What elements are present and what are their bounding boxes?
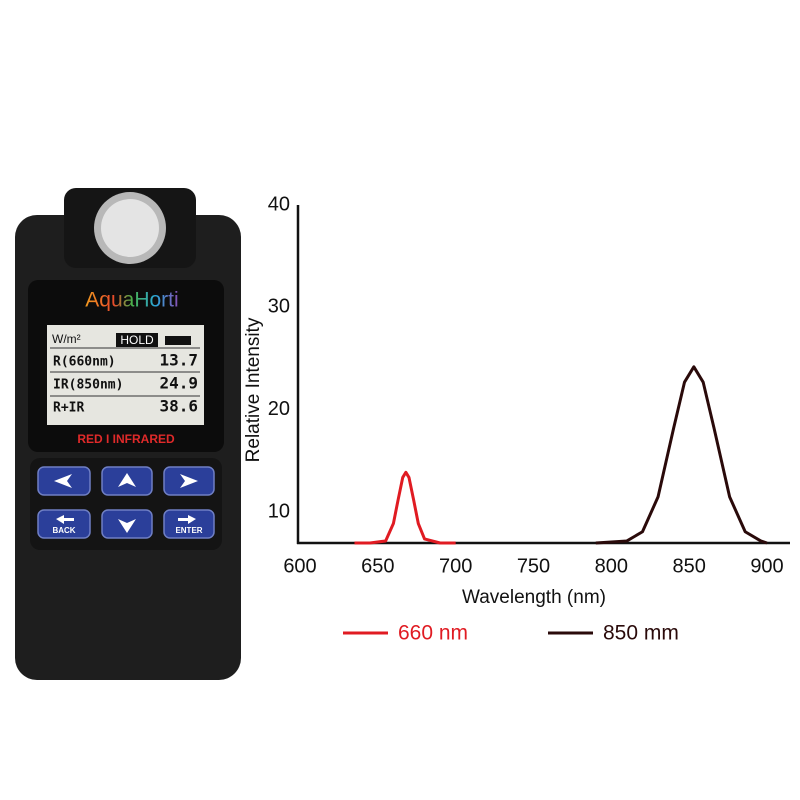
chart: Wavelength (nm) Relative Intensity 10 20 3… [243, 193, 790, 645]
x-axis-label: Wavelength (nm) [462, 587, 606, 608]
x-tick-label: 750 [517, 555, 550, 577]
y-tick-label: 20 [268, 398, 290, 420]
back-label: BACK [52, 526, 75, 535]
series-line [354, 470, 456, 545]
back-arrow [56, 515, 74, 524]
row-label: R(660nm) [53, 355, 116, 370]
x-tick-label: 850 [672, 555, 705, 577]
meter-device: AquaHorti W/m² HOLD R(660nm) 13.7 IR(850… [15, 188, 241, 680]
mode-label: RED I INFRARED [77, 432, 175, 446]
hold: HOLD [120, 333, 154, 347]
battery [165, 336, 191, 345]
row-label: R+IR [53, 401, 84, 416]
x-tick-label: 650 [361, 555, 394, 577]
unit: W/m² [52, 332, 81, 346]
left-arrow [54, 474, 72, 488]
enter-button[interactable] [163, 509, 215, 539]
y-tick-label: 30 [268, 296, 290, 318]
row-value: 24.9 [159, 374, 198, 393]
x-tick-label: 700 [439, 555, 472, 577]
brand: AquaHorti [85, 289, 178, 312]
right-arrow [180, 474, 198, 488]
series-line [595, 365, 768, 545]
x-tick-label: 800 [595, 555, 628, 577]
y-tick-label: 10 [268, 501, 290, 523]
row-value: 38.6 [159, 397, 198, 416]
y-axis-label: Relative Intensity [243, 317, 264, 462]
up-arrow [118, 473, 136, 487]
x-tick-label: 900 [750, 555, 783, 577]
x-tick-label: 600 [283, 555, 316, 577]
row-value: 13.7 [159, 351, 198, 370]
row-label: IR(850nm) [53, 378, 123, 393]
y-tick-label: 40 [268, 193, 290, 215]
enter-label: ENTER [175, 526, 202, 535]
enter-arrow [178, 515, 196, 524]
sensor-dome [101, 199, 159, 257]
legend-label: 660 nm [398, 622, 468, 645]
hold-badge [116, 333, 158, 347]
down-arrow [118, 519, 136, 533]
legend-label: 850 mm [603, 622, 679, 645]
